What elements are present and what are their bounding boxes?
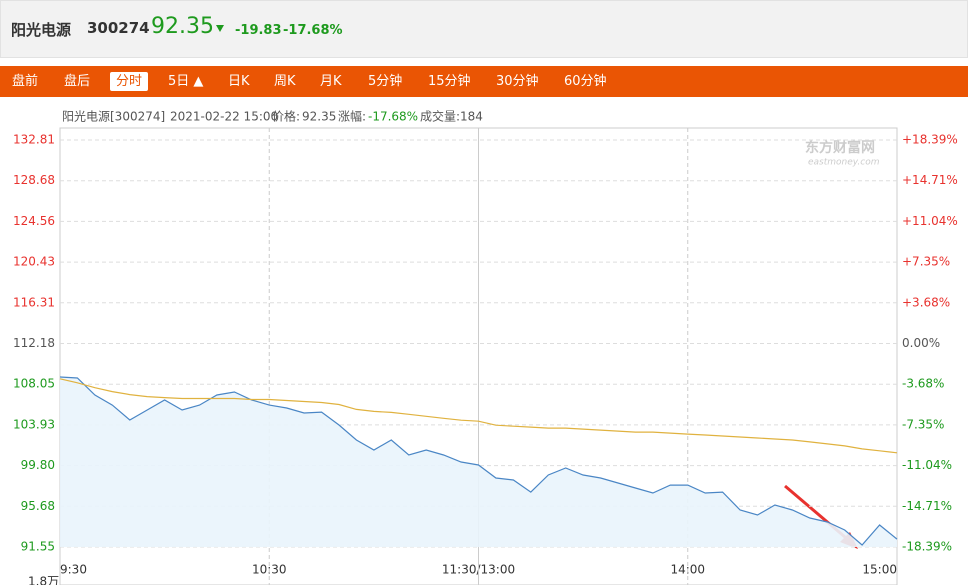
y-tick-label: 112.18 xyxy=(13,336,55,350)
info-stock: 阳光电源[300274] xyxy=(62,110,165,124)
tab[interactable]: 5分钟 xyxy=(368,74,403,89)
y-tick-label: 116.31 xyxy=(13,295,55,309)
tab[interactable]: 15分钟 xyxy=(428,74,471,89)
stock-name: 阳光电源 xyxy=(11,21,72,39)
tab[interactable]: 月K xyxy=(320,74,342,89)
y2-tick-label: -18.39% xyxy=(902,540,952,554)
change: -19.83 xyxy=(235,23,282,38)
info-pct: -17.68% xyxy=(368,110,418,124)
y-tick-label: 103.93 xyxy=(13,417,55,431)
y-tick-label: 99.80 xyxy=(21,458,55,472)
change-pct: -17.68% xyxy=(283,23,343,38)
header: 阳光电源 300274 92.35 -19.83 -17.68% xyxy=(0,0,968,58)
price: 92.35 xyxy=(151,14,214,39)
tab[interactable]: 5日 ▲ xyxy=(168,74,204,89)
tab[interactable]: 盘前 xyxy=(12,74,39,89)
tab[interactable]: 日K xyxy=(228,74,250,89)
price-area xyxy=(60,377,897,547)
tab[interactable]: 分时 xyxy=(110,72,149,91)
tab[interactable]: 60分钟 xyxy=(564,74,607,89)
volume-axis-label: 1.8万 xyxy=(28,575,59,585)
info-vol-label: 成交量: xyxy=(420,109,460,124)
y-tick-label: 108.05 xyxy=(13,377,55,391)
stock-code: 300274 xyxy=(87,19,150,37)
y2-tick-label: -7.35% xyxy=(902,417,944,431)
y2-tick-label: -3.68% xyxy=(902,377,944,391)
info-price: 92.35 xyxy=(302,110,336,124)
info-vol: 184 xyxy=(460,110,483,124)
watermark: 东方财富网 xyxy=(805,139,875,156)
watermark-en: eastmoney.com xyxy=(808,158,880,168)
y-tick-label: 124.56 xyxy=(13,214,55,228)
tab[interactable]: 盘后 xyxy=(64,74,91,89)
y-tick-label: 120.43 xyxy=(13,255,55,269)
info-price-label: 价格: xyxy=(272,109,300,124)
y-tick-label: 95.68 xyxy=(21,499,55,513)
y2-tick-label: +3.68% xyxy=(902,295,950,309)
info-time: 2021-02-22 15:00 xyxy=(170,110,278,124)
price-line xyxy=(59,376,898,546)
tab[interactable]: 30分钟 xyxy=(496,74,539,89)
y-tick-label: 91.55 xyxy=(21,540,55,554)
y2-tick-label: +7.35% xyxy=(902,255,950,269)
x-tick-label: 9:30 xyxy=(60,563,87,577)
tab-bar: 盘前 盘后 分时 5日 ▲ 日K 周K 月K 5分钟 15分钟 30分钟 60分钟 xyxy=(0,66,968,97)
chart: 阳光电源[300274] 2021-02-22 15:00 价格: 92.35 … xyxy=(13,109,958,585)
y2-tick-label: 0.00% xyxy=(902,336,940,350)
down-arrow xyxy=(216,25,224,32)
y-tick-label: 128.68 xyxy=(13,173,55,187)
y2-tick-label: -14.71% xyxy=(902,499,952,513)
avg-line xyxy=(59,378,898,454)
info-pct-label: 涨幅: xyxy=(338,109,366,124)
tab[interactable]: 周K xyxy=(274,74,296,89)
y-tick-label: 132.81 xyxy=(13,133,55,147)
y2-tick-label: +14.71% xyxy=(902,173,958,187)
y2-tick-label: +11.04% xyxy=(902,214,958,228)
x-tick-label: 15:00 xyxy=(862,563,897,577)
y2-tick-label: +18.39% xyxy=(902,133,958,147)
y2-tick-label: -11.04% xyxy=(902,458,952,472)
